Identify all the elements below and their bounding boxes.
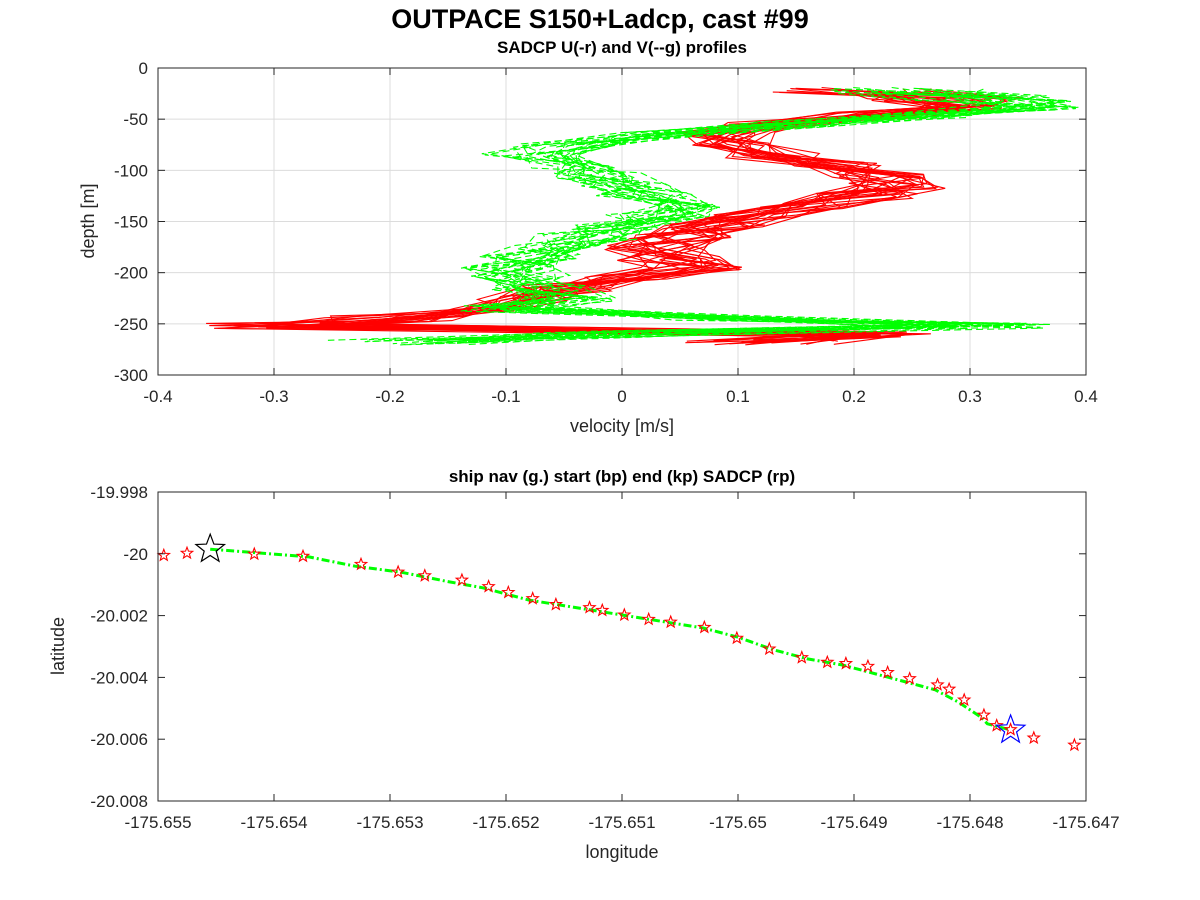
sadcp-point <box>930 677 945 691</box>
sadcp-point <box>663 614 678 629</box>
nav-axes-title: ship nav (g.) start (bp) end (kp) SADCP … <box>449 467 795 486</box>
sadcp-point <box>390 564 406 579</box>
profile-y-tick-label: 0 <box>139 59 148 78</box>
nav-ticks: -175.655 -175.654 -175.653 -175.652 -175.651… <box>90 483 1119 832</box>
sadcp-point <box>417 568 433 582</box>
nav-y-tick-label: -20.004 <box>90 668 148 687</box>
nav-x-tick-label: -175.651 <box>588 813 655 832</box>
nav-x-axis-label: longitude <box>585 842 658 862</box>
nav-x-tick-label: -175.65 <box>709 813 767 832</box>
nav-x-tick-label: -175.647 <box>1052 813 1119 832</box>
sadcp-point <box>353 556 369 571</box>
profile-axes: -0.4 -0.3 -0.2 -0.1 0 0.1 0.2 0.3 0.4 0 -50 -100 -15… <box>78 38 1098 436</box>
sadcp-point <box>641 611 656 626</box>
profile-line-v <box>381 92 1068 342</box>
sadcp-point <box>548 596 564 611</box>
profile-line-v <box>364 87 1047 343</box>
profile-y-tick-label: -150 <box>114 213 148 232</box>
profile-x-tick-label: 0.4 <box>1074 387 1098 406</box>
sadcp-point <box>454 572 470 587</box>
profile-y-tick-label: -100 <box>114 161 148 180</box>
profile-line-v <box>434 89 1055 341</box>
end-point <box>194 532 227 563</box>
profile-x-axis-label: velocity [m/s] <box>570 416 674 436</box>
profile-y-axis-label: depth [m] <box>78 183 98 258</box>
profile-axes-title: SADCP U(-r) and V(--g) profiles <box>497 38 747 57</box>
sadcp-point <box>880 664 895 679</box>
profile-line-v <box>400 89 1004 346</box>
nav-x-tick-label: -175.652 <box>472 813 539 832</box>
sadcp-point <box>247 546 262 561</box>
profile-y-tick-label: -200 <box>114 264 148 283</box>
profile-x-tick-label: 0.1 <box>726 387 750 406</box>
nav-x-tick-label: -175.653 <box>356 813 423 832</box>
profile-line-v <box>392 91 1050 345</box>
sadcp-point <box>902 671 917 685</box>
sadcp-point <box>729 630 745 645</box>
profile-line-v <box>460 87 1016 341</box>
profile-x-tick-label: 0.3 <box>958 387 982 406</box>
profile-line-v <box>465 91 1057 346</box>
profile-y-tick-label: -250 <box>114 315 148 334</box>
nav-axes: -175.655 -175.654 -175.653 -175.652 -175.651… <box>48 467 1120 862</box>
profile-line-v <box>430 92 1048 345</box>
nav-y-tick-label: -20 <box>123 545 148 564</box>
nav-y-tick-label: -19.998 <box>90 483 148 502</box>
sadcp-point <box>838 655 854 670</box>
nav-x-tick-label: -175.654 <box>240 813 307 832</box>
sadcp-point <box>501 584 516 599</box>
sadcp-point <box>481 578 496 593</box>
nav-x-tick-label: -175.655 <box>124 813 191 832</box>
ship-nav-track <box>210 547 1011 732</box>
sadcp-point <box>794 650 810 664</box>
profile-x-tick-label: 0.2 <box>842 387 866 406</box>
profile-x-tick-label: -0.3 <box>259 387 288 406</box>
profile-line-v <box>469 92 1080 342</box>
profile-line-v <box>442 92 1071 342</box>
sadcp-point <box>976 707 992 722</box>
profile-plot-area <box>206 86 1080 346</box>
sadcp-point <box>860 658 876 673</box>
profile-y-tick-label: -50 <box>123 110 148 129</box>
nav-x-tick-label: -175.649 <box>820 813 887 832</box>
sadcp-point <box>1003 722 1018 736</box>
sadcp-point <box>179 545 195 560</box>
profile-y-tick-label: -300 <box>114 366 148 385</box>
profile-series-v <box>327 86 1080 346</box>
sadcp-point <box>989 718 1004 732</box>
profile-x-tick-label: 0 <box>617 387 626 406</box>
sadcp-point <box>595 602 610 617</box>
sadcp-point <box>820 654 835 669</box>
sadcp-point <box>1067 737 1082 752</box>
figure-title: OUTPACE S150+Ladcp, cast #99 <box>391 4 808 34</box>
sadcp-point <box>697 619 712 634</box>
sadcp-point <box>956 692 972 707</box>
nav-y-axis-label: latitude <box>48 617 68 675</box>
profile-x-tick-label: -0.1 <box>491 387 520 406</box>
sadcp-point <box>762 641 777 656</box>
nav-y-tick-label: -20.002 <box>90 607 148 626</box>
nav-axes-background <box>158 492 1086 801</box>
sadcp-point <box>295 548 311 563</box>
sadcp-point <box>617 607 632 622</box>
nav-y-tick-label: -20.006 <box>90 730 148 749</box>
sadcp-point <box>582 599 597 614</box>
nav-x-tick-label: -175.648 <box>936 813 1003 832</box>
sadcp-point <box>1026 730 1042 745</box>
profile-x-tick-label: -0.4 <box>143 387 172 406</box>
start-point <box>994 713 1027 744</box>
sadcp-point <box>525 591 540 605</box>
sadcp-point <box>941 681 957 696</box>
profile-line-u <box>305 88 1001 341</box>
profile-x-tick-label: -0.2 <box>375 387 404 406</box>
profile-ticks: -0.4 -0.3 -0.2 -0.1 0 0.1 0.2 0.3 0.4 0 -50 -100 -15… <box>114 59 1098 406</box>
nav-y-tick-label: -20.008 <box>90 792 148 811</box>
